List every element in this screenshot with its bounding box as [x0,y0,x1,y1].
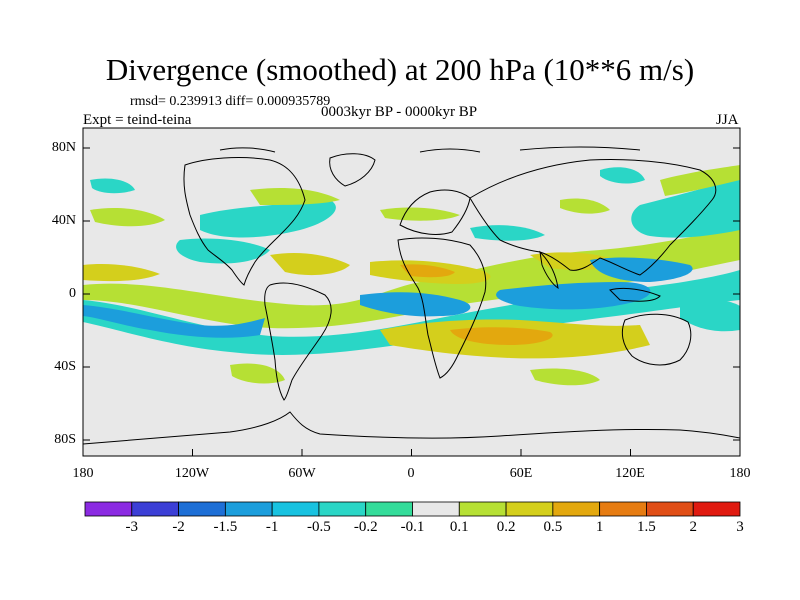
y-label-40n: 40N [51,213,76,228]
y-label-80s: 80S [54,432,76,447]
contour-band [680,298,740,332]
contour-band [560,198,610,214]
colorbar-label: 3 [736,519,744,535]
contour-band [660,165,740,196]
colorbar-label: 1 [595,519,604,535]
colorbar-swatch [552,501,601,517]
contour-band [83,305,265,338]
colorbar-label: 0.5 [543,519,563,535]
colorbar-swatch [505,501,554,517]
coast-asia [469,158,717,276]
colorbar-swatch [365,501,413,517]
contour-band [90,178,135,194]
colorbar-swatch [271,501,320,517]
y-label-80n: 80N [51,140,76,155]
contour-band [270,253,350,276]
contour-band [590,257,693,282]
colorbar-label: -3 [125,519,139,535]
contour-band [496,282,651,310]
x-label-180e: 180 [729,466,751,481]
experiment-label: Expt = teind-teina [83,112,192,128]
x-label-0: 0 [407,466,415,481]
contour-band [83,264,160,282]
coast-australia [621,313,692,366]
coastlines [83,146,740,445]
coast-greenland [329,153,376,187]
contour-band [400,264,455,278]
x-label-60e: 60E [509,466,533,481]
colorbar [84,501,741,517]
y-label-40s: 40S [54,359,76,374]
colorbar-swatch [458,501,507,517]
coast-north-america [183,157,306,286]
contour-band [450,327,553,345]
coast-india [539,250,559,290]
colorbar-label: -0.2 [353,519,378,535]
x-label-120e: 120E [615,466,645,481]
period-label: 0003kyr BP - 0000kyr BP [321,104,478,120]
colorbar-swatch [646,501,694,517]
contour-band [360,292,471,317]
colorbar-label: 1.5 [637,519,656,535]
contour-band [470,225,545,241]
colorbar-swatch [318,501,367,517]
coast-maritime-continent [609,287,661,302]
colorbar-swatch [692,501,741,517]
season-label: JJA [716,112,739,128]
divergence-field [83,165,740,386]
contour-band [250,188,340,205]
y-label-0: 0 [69,286,76,301]
colorbar-label: -0.5 [307,519,331,535]
coast-antarctica [83,411,740,445]
colorbar-label: 2 [689,519,697,535]
contour-band [600,167,645,184]
x-axis-ticks [82,449,741,456]
colorbar-swatch [599,501,647,517]
colorbar-swatch [131,501,179,517]
coast-africa [397,237,487,379]
chart-title: Divergence (smoothed) at 200 hPa (10**6 … [105,52,695,87]
contour-band [631,178,740,238]
y-axis-ticks [83,147,740,441]
coast-arctic-islands [219,146,641,153]
coast-south-america [264,282,332,401]
colorbar-swatch [224,501,273,517]
contour-band [530,368,600,386]
colorbar-label: 0.2 [496,519,516,535]
colorbar-swatch [84,501,133,517]
colorbar-swatch [178,501,226,517]
colorbar-label: -0.1 [400,519,425,535]
contour-band [380,207,460,221]
rmsd-stats: rmsd= 0.239913 diff= 0.000935789 [130,94,331,109]
colorbar-label: -1.5 [213,519,238,535]
contour-band [176,238,270,264]
x-label-60w: 60W [288,466,316,481]
colorbar-label: -1 [265,519,279,535]
x-label-180w: 180 [72,466,94,481]
colorbar-label: 0.1 [449,519,469,535]
contour-band [230,363,285,384]
contour-band [90,208,165,227]
colorbar-label: -2 [172,519,185,535]
x-label-120w: 120W [174,466,210,481]
colorbar-swatch [412,501,460,517]
contour-band [200,200,336,238]
